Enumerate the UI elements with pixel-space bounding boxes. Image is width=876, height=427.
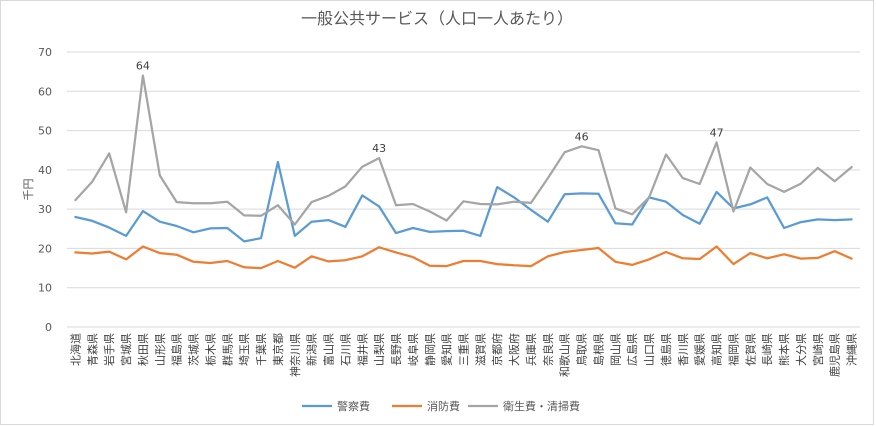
x-tick-label: 愛知県	[440, 333, 454, 366]
y-tick-label: 70	[38, 46, 52, 59]
data-label: 64	[136, 60, 150, 73]
legend-label: 警察費	[337, 399, 370, 413]
x-tick-label: 愛媛県	[693, 333, 707, 366]
x-tick-label: 高知県	[710, 333, 724, 366]
data-label: 47	[710, 126, 724, 139]
x-tick-label: 新潟県	[305, 333, 319, 366]
x-tick-label: 長崎県	[760, 333, 774, 366]
x-tick-label: 佐賀県	[743, 333, 757, 366]
x-tick-label: 福井県	[355, 333, 369, 366]
x-tick-label: 山口県	[643, 333, 656, 366]
x-tick-label: 山形県	[154, 333, 167, 366]
x-tick-label: 群馬県	[220, 333, 234, 366]
x-tick-label: 鳥取県	[575, 333, 589, 366]
x-tick-label: 福島県	[170, 333, 184, 366]
x-tick-label: 秋田県	[136, 333, 150, 366]
x-tick-label: 滋賀県	[474, 333, 487, 366]
x-tick-label: 岩手県	[102, 333, 116, 366]
x-tick-label: 熊本県	[777, 333, 791, 366]
legend: 警察費 消防費 衛生費・清掃費	[302, 399, 580, 413]
x-tick-label: 栃木県	[203, 333, 217, 366]
y-tick-label: 20	[38, 242, 52, 255]
series-lines	[74, 74, 853, 270]
data-label: 43	[372, 142, 386, 155]
chart-title: 一般公共サービス（人口一人あたり）	[301, 9, 573, 28]
x-tick-label: 宮城県	[119, 333, 133, 366]
x-tick-label: 兵庫県	[524, 333, 538, 366]
series-line-0	[74, 160, 853, 243]
x-tick-label: 沖縄県	[845, 333, 859, 366]
x-tick-label: 香川県	[677, 333, 690, 366]
y-axis-label-group: 千円	[22, 179, 35, 201]
x-tick-label: 和歌山県	[558, 333, 572, 377]
x-tick-label: 東京都	[271, 333, 285, 366]
y-axis-label: 千円	[22, 179, 35, 201]
y-tick-label: 40	[38, 164, 52, 177]
series-line-1	[74, 245, 853, 270]
x-tick-label: 奈良県	[541, 333, 555, 366]
series-line-2	[74, 74, 853, 226]
x-tick-label: 埼玉県	[237, 333, 251, 366]
y-tick-labels: 0 10 20 30 40 50 60 70	[38, 46, 52, 334]
x-tick-label: 静岡県	[423, 333, 437, 366]
x-tick-label: 大分県	[794, 333, 808, 366]
x-tick-label: 山梨県	[372, 333, 386, 366]
y-tick-label: 50	[38, 125, 52, 138]
x-tick-label: 千葉県	[254, 333, 268, 366]
gridlines	[67, 51, 860, 328]
y-tick-label: 30	[38, 203, 52, 216]
x-tick-label: 広島県	[625, 333, 639, 366]
x-tick-label: 富山県	[322, 333, 336, 366]
legend-label: 消防費	[427, 399, 460, 413]
x-tick-label: 京都府	[490, 333, 504, 366]
x-tick-label: 岡山県	[609, 333, 622, 366]
x-tick-label: 青森県	[85, 333, 99, 366]
y-tick-label: 10	[38, 282, 52, 295]
y-tick-label: 0	[45, 321, 52, 334]
x-tick-label: 茨城県	[187, 333, 201, 366]
x-tick-label: 石川県	[339, 333, 352, 366]
x-tick-label: 長野県	[390, 333, 403, 366]
data-label: 46	[575, 130, 589, 143]
x-tick-label: 宮崎県	[811, 333, 825, 366]
x-tick-label: 島根県	[591, 333, 605, 366]
y-tick-label: 60	[38, 85, 52, 98]
x-tick-label: 神奈川県	[288, 333, 302, 377]
x-tick-labels: 北海道 青森県 岩手県 宮城県 秋田県 山形県 福島県 茨城県 栃木県 群馬県 埼玉県 千葉県 東京都神…	[68, 333, 858, 377]
x-tick-label: 北海道	[68, 333, 82, 366]
x-tick-label: 三重県	[457, 333, 471, 366]
x-tick-label: 岐阜県	[407, 333, 420, 366]
x-tick-label: 鹿児島県	[828, 333, 842, 377]
data-labels: 64 43 46 47	[136, 60, 724, 156]
x-tick-label: 福岡県	[726, 333, 740, 366]
x-tick-label: 徳島県	[659, 333, 673, 366]
legend-label: 衛生費・清掃費	[503, 399, 580, 413]
x-tick-label: 大阪府	[507, 333, 521, 366]
